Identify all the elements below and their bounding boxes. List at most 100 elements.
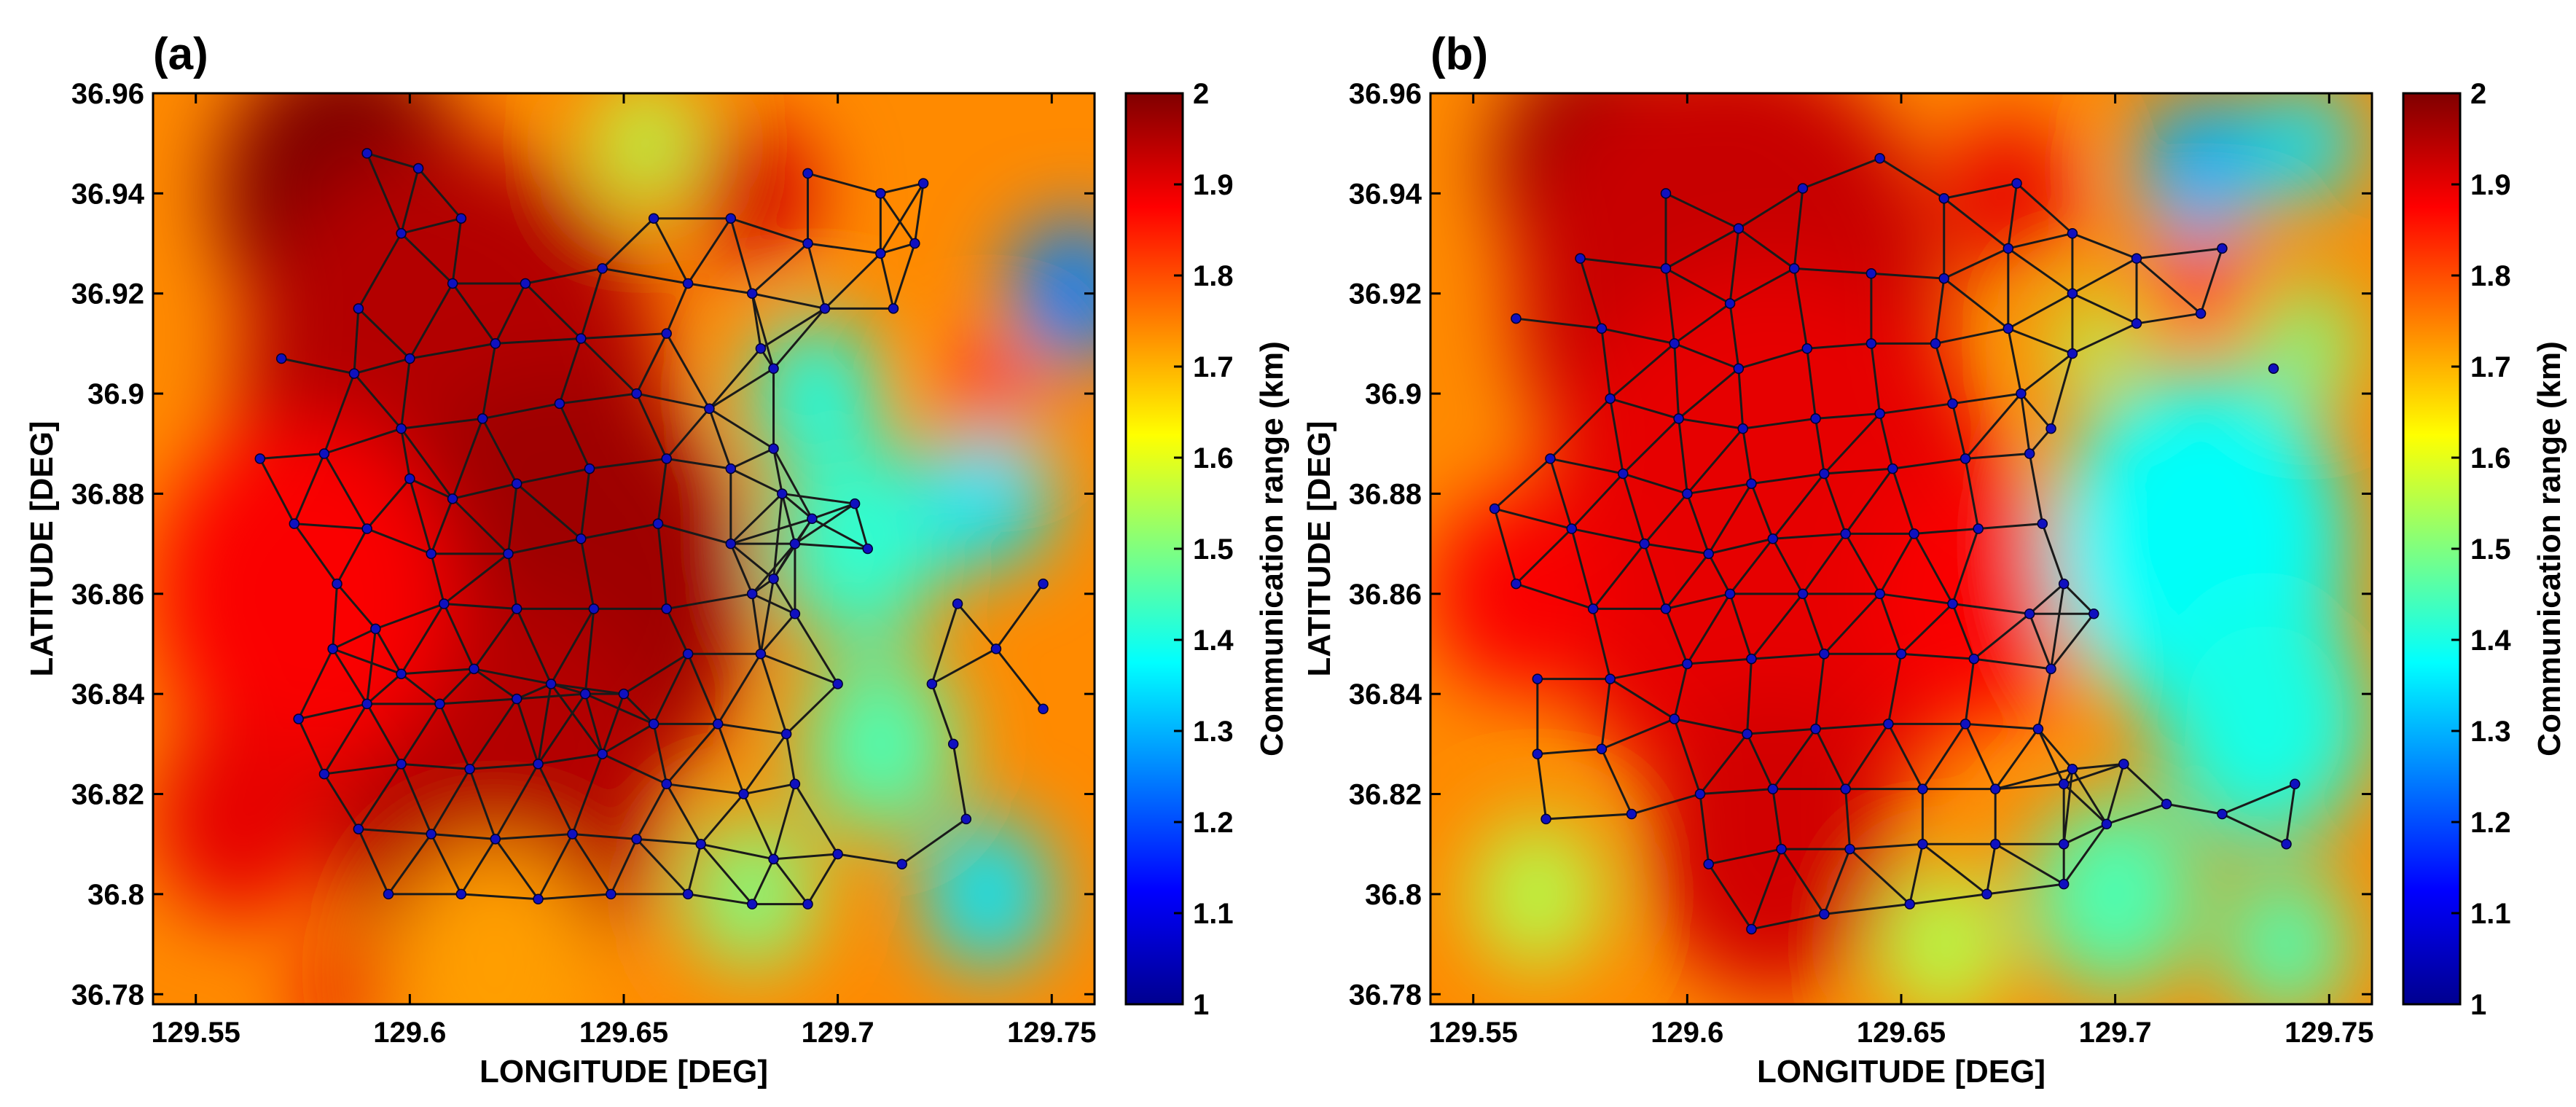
mesh-edge: [700, 842, 774, 861]
mesh-edge: [579, 468, 591, 539]
sensor-node: [2024, 609, 2035, 619]
mesh-edge: [481, 343, 497, 419]
colorbar-tick-label: 1.5: [2470, 533, 2511, 566]
mesh-edge: [686, 217, 732, 284]
mesh-edge: [1609, 343, 1675, 400]
mesh-edge: [1609, 398, 1624, 474]
mesh-edge: [1664, 268, 1676, 344]
mesh-edge: [400, 358, 411, 429]
heatmap-blob: [2149, 208, 2252, 329]
mesh-edge: [708, 367, 775, 410]
mesh-edge: [780, 493, 796, 544]
mesh-edge: [1994, 728, 2040, 790]
y-tick-label: 36.86: [71, 579, 144, 611]
x-tick-label: 129.7: [802, 1017, 874, 1049]
sensor-node: [318, 768, 330, 780]
mesh-edge: [811, 502, 856, 520]
mesh-edge: [2028, 453, 2044, 524]
sensor-node: [875, 188, 886, 199]
sensor-node: [746, 288, 758, 299]
mesh-edge: [571, 833, 612, 895]
mesh-edge: [1747, 727, 1816, 735]
heatmap-blob: [1943, 118, 2072, 269]
mesh-edge: [2037, 668, 2053, 729]
mesh-edge: [687, 893, 753, 906]
mesh-edge: [1549, 397, 1611, 460]
mesh-edge: [782, 492, 856, 505]
mesh-edge: [469, 698, 518, 770]
sensor-node: [2058, 578, 2070, 590]
mesh-edge: [1780, 848, 1825, 915]
heatmap-blob: [688, 118, 817, 269]
sensor-node: [768, 363, 779, 374]
mesh-edge: [1643, 493, 1688, 545]
sensor-node: [383, 888, 394, 900]
sensor-node: [2058, 838, 2070, 850]
mesh-edge: [2063, 823, 2107, 845]
sensor-node: [404, 353, 415, 364]
colorbar-tick-label: 1.3: [2470, 716, 2511, 748]
mesh-edge: [482, 402, 560, 420]
sensor-node: [2011, 178, 2022, 189]
mesh-edge: [2199, 248, 2223, 314]
sensor-node: [396, 423, 407, 434]
panel-a: (a) 129.55 129.6 129.65 129.7 129.75 36.7836…: [24, 29, 1290, 1090]
colorbar-ticks: 1 1.1 1.2 1.3 1.4 1.5 1.6 1.7 1.8 1.9 2: [1174, 78, 1234, 1021]
sensor-node: [1660, 263, 1672, 274]
mesh-edge: [751, 293, 762, 349]
colorbar-ticks: 1 1.1 1.2 1.3 1.4 1.5 1.6 1.7 1.8 1.9 2: [2451, 78, 2511, 1021]
mesh-edge: [1708, 537, 1774, 555]
sensor-node: [695, 838, 706, 850]
mesh-edge: [1746, 659, 1753, 735]
mesh-edge: [687, 282, 753, 295]
sensor-node: [1511, 578, 1522, 590]
sensor-node: [652, 518, 664, 529]
x-axis-label: LONGITUDE [DEG]: [479, 1054, 768, 1090]
sensor-node: [746, 588, 758, 600]
mesh-edge: [1815, 722, 1889, 730]
mesh-edge: [332, 583, 339, 649]
mesh-edge: [336, 583, 377, 630]
mesh-edge: [635, 838, 689, 895]
y-tick-label: 36.9: [1365, 378, 1422, 410]
heatmap-blob: [1473, 818, 1602, 969]
mesh-edge: [1891, 468, 1916, 534]
sensor-node: [511, 693, 522, 705]
sensor-node: [832, 678, 843, 689]
mesh-edge: [550, 682, 586, 695]
mesh-edge: [400, 703, 441, 765]
heatmap-blob: [593, 93, 697, 204]
mesh-edge: [524, 282, 582, 340]
heatmap-blob: [153, 719, 324, 920]
mesh-edge: [700, 843, 753, 905]
mesh-edge: [439, 668, 475, 705]
mesh-edge: [366, 703, 402, 765]
mesh-edge: [743, 733, 788, 795]
sensor-node: [332, 578, 342, 590]
mesh-edge: [1600, 748, 1633, 815]
mesh-edge: [1909, 893, 1987, 906]
sensor-node: [412, 163, 424, 174]
mesh-edge: [1674, 718, 1747, 735]
sensor-node: [952, 598, 963, 609]
mesh-edge: [880, 182, 925, 254]
mesh-edge: [772, 783, 796, 860]
mesh-edge: [730, 517, 813, 545]
sensor-node: [1908, 528, 1919, 539]
mesh-edge: [353, 357, 410, 375]
mesh-edge: [1815, 412, 1880, 420]
mesh-edge: [332, 648, 368, 705]
sensor-node: [1682, 658, 1693, 670]
heatmap-blob: [1430, 493, 1602, 695]
mesh-edge: [508, 537, 582, 555]
mesh-edge: [1699, 733, 1748, 795]
mesh-edge: [773, 853, 838, 861]
heatmap-blob: [2222, 869, 2351, 1004]
mesh-edge: [665, 608, 689, 654]
sensor-node: [1605, 393, 1616, 404]
mesh-edge: [1601, 327, 1675, 345]
mesh-edge: [1772, 728, 1817, 790]
mesh-edge: [1964, 723, 1997, 790]
mesh-edge: [1729, 228, 1740, 304]
mesh-edge: [686, 653, 719, 724]
